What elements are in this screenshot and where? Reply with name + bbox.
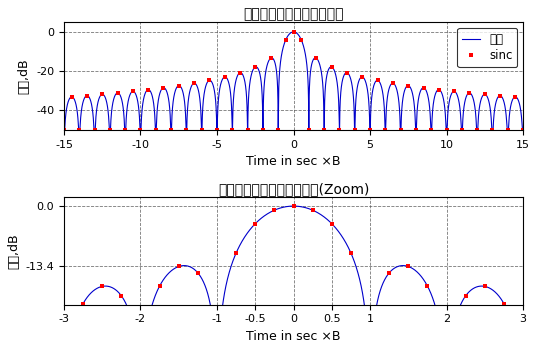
Line: 仿真: 仿真 bbox=[64, 32, 523, 130]
仿真 bbox=[227, 88, 234, 92]
仿真 bbox=[426, 99, 432, 104]
sinc bbox=[344, 71, 350, 75]
仿真 bbox=[332, 73, 339, 77]
sinc bbox=[61, 128, 67, 132]
仿真 bbox=[61, 128, 67, 132]
sinc bbox=[291, 30, 297, 34]
X-axis label: Time in sec ×B: Time in sec ×B bbox=[246, 155, 341, 168]
sinc bbox=[466, 91, 473, 95]
sinc bbox=[168, 128, 175, 132]
Legend: 仿真, sinc: 仿真, sinc bbox=[457, 28, 517, 67]
仿真 bbox=[401, 89, 408, 93]
Title: 匹配滤波后的线性调频信号(Zoom): 匹配滤波后的线性调频信号(Zoom) bbox=[218, 182, 369, 196]
sinc bbox=[221, 75, 228, 79]
仿真 bbox=[291, 30, 297, 34]
仿真 bbox=[352, 100, 359, 105]
仿真 bbox=[520, 128, 526, 132]
X-axis label: Time in sec ×B: Time in sec ×B bbox=[246, 330, 341, 343]
Title: 匹配滤波后的线性调频信号: 匹配滤波后的线性调频信号 bbox=[243, 7, 344, 21]
仿真 bbox=[84, 93, 90, 98]
sinc bbox=[313, 56, 320, 60]
Y-axis label: 幅度,dB: 幅度,dB bbox=[18, 58, 31, 94]
Y-axis label: 幅度,dB: 幅度,dB bbox=[7, 233, 20, 269]
sinc bbox=[520, 128, 526, 132]
Line: sinc: sinc bbox=[62, 29, 526, 132]
sinc bbox=[153, 128, 159, 132]
